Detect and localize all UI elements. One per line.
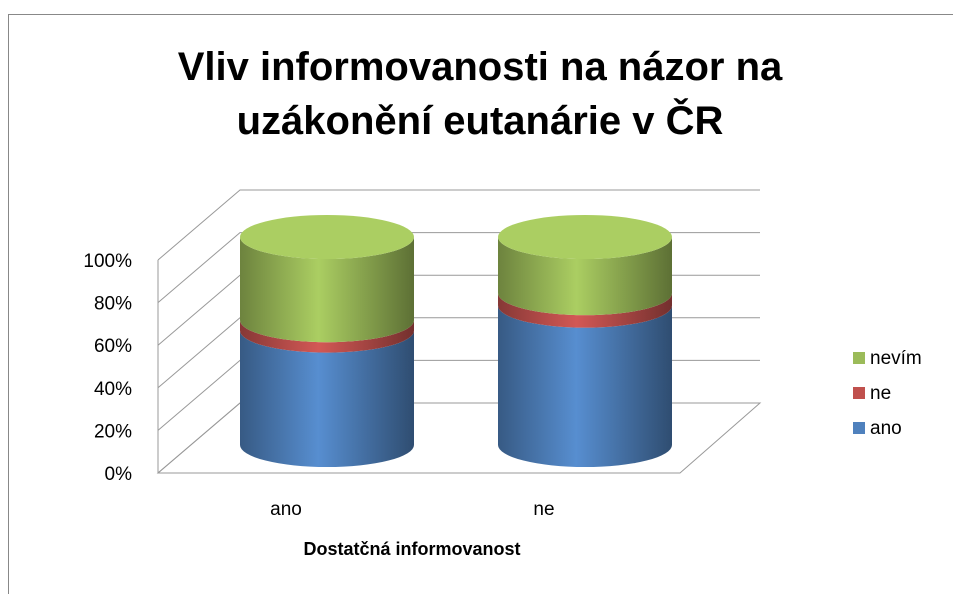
x-tick-label: ano [270, 499, 302, 520]
y-tick-label: 40% [94, 379, 132, 400]
bar-segment [498, 237, 672, 316]
chart-title: Vliv informovanosti na názor na uzákoněn… [177, 45, 783, 143]
legend-swatch [853, 352, 865, 364]
bar-segment [498, 305, 672, 467]
bar-top [240, 215, 414, 259]
legend-swatch [853, 387, 865, 399]
bar-segment [240, 237, 414, 343]
y-tick-label: 20% [94, 421, 132, 442]
bar-segment [240, 330, 414, 467]
chart-frame [8, 14, 953, 594]
bar-top [498, 215, 672, 259]
y-tick-label: 0% [105, 464, 133, 485]
y-tick-label: 80% [94, 294, 132, 315]
legend-label: ne [870, 383, 891, 404]
x-tick-label: ne [533, 499, 554, 520]
grid-line [157, 189, 760, 261]
legend-label: nevím [870, 348, 922, 369]
x-axis-label: Dostatčná informovanost [303, 539, 520, 559]
legend-label: ano [870, 418, 902, 439]
legend-swatch [853, 422, 865, 434]
bar-segment [240, 320, 414, 353]
y-tick-label: 60% [94, 336, 132, 357]
bar-segment [498, 293, 672, 328]
y-tick-label: 100% [83, 251, 132, 272]
